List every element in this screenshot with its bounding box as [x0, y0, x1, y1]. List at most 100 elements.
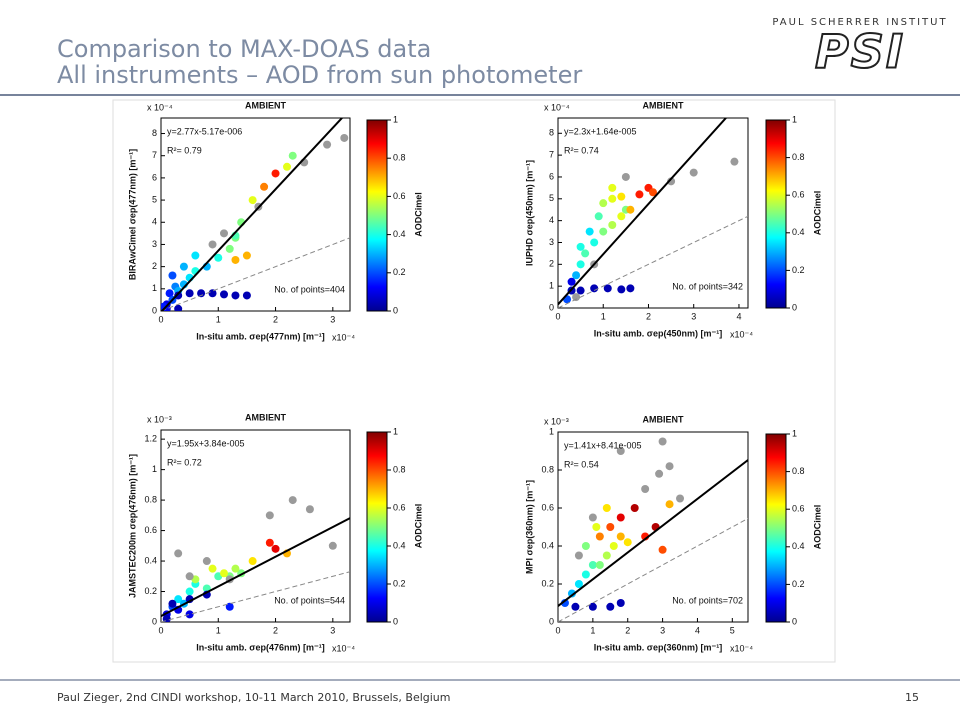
x-label: In-situ amb. σep(477nm) [m⁻¹]: [196, 331, 324, 341]
colorbar-tick-label: 0.4: [393, 540, 406, 550]
y-tick-label: 0.8: [541, 464, 554, 474]
fit-label: y=2.3x+1.64e-005: [564, 126, 637, 136]
point: [608, 194, 617, 203]
y-tick-label: 0: [152, 305, 157, 315]
y-tick-label: 0.6: [541, 502, 554, 512]
x-label: In-situ amb. σep(360nm) [m⁻¹]: [594, 642, 722, 652]
point: [617, 192, 626, 201]
point: [174, 304, 183, 311]
point: [606, 602, 615, 611]
x-tick-label: 2: [273, 314, 278, 324]
y-tick-label: 5: [549, 193, 554, 203]
colorbar-tick-label: 0.6: [393, 191, 406, 201]
fit-line: [161, 118, 344, 311]
point: [667, 177, 676, 186]
colorbar-tick-label: 0.4: [792, 227, 805, 237]
point: [608, 221, 617, 230]
x-tick-label: 2: [646, 311, 651, 321]
y-tick-label: 0.2: [541, 578, 554, 588]
point: [242, 251, 251, 260]
y-tick-label: 6: [152, 172, 157, 182]
point: [590, 284, 599, 293]
x-multiplier: x10⁻⁴: [730, 329, 753, 339]
colorbar-tick-label: 0.6: [393, 502, 406, 512]
point: [162, 614, 171, 622]
fit-label: y=1.41x+8.41e-005: [564, 440, 642, 450]
point: [665, 500, 674, 509]
y-tick-label: 3: [549, 237, 554, 247]
point: [581, 542, 590, 550]
plot-area: [557, 117, 749, 309]
point: [220, 569, 228, 578]
point: [174, 595, 183, 604]
y-tick-label: 1: [549, 426, 554, 436]
reference-line: [161, 237, 350, 311]
point: [603, 284, 612, 293]
x-tick-label: 1: [216, 625, 221, 635]
colorbar-tick-label: 0.8: [792, 466, 805, 476]
point: [595, 532, 604, 541]
point: [617, 285, 626, 294]
point: [658, 545, 667, 554]
fit-line: [558, 118, 728, 306]
reference-line: [558, 518, 748, 622]
logo: PSI: [815, 25, 905, 79]
colorbar: [366, 431, 388, 623]
y-tick-label: 0.4: [144, 555, 157, 565]
point: [730, 157, 739, 166]
chart-title: AMBIENT: [245, 100, 286, 110]
colorbar-tick-label: 0.2: [792, 579, 805, 589]
point: [649, 188, 657, 197]
point: [220, 229, 228, 238]
point: [588, 602, 597, 611]
point: [626, 205, 635, 214]
point: [588, 561, 597, 569]
r2-label: R²= 0.79: [167, 145, 202, 155]
point: [590, 238, 599, 247]
x-multiplier: x10⁻⁴: [730, 643, 753, 653]
colorbar-tick-label: 1: [393, 426, 398, 436]
colorbar-tick-label: 1: [393, 114, 398, 124]
point: [616, 447, 625, 455]
point: [630, 504, 639, 512]
x-tick-label: 4: [695, 625, 700, 635]
point: [635, 190, 644, 199]
point: [185, 289, 194, 298]
y-tick-label: 7: [549, 150, 554, 160]
chart-title: AMBIENT: [245, 412, 286, 422]
y-tick-label: 8: [152, 128, 157, 138]
point: [599, 199, 608, 208]
r2-label: R²= 0.74: [564, 145, 599, 155]
colorbar-tick-label: 0.4: [792, 541, 805, 551]
point: [202, 557, 211, 566]
point: [658, 437, 667, 446]
point: [576, 260, 585, 269]
point: [616, 513, 625, 522]
point: [197, 289, 206, 298]
point: [174, 549, 183, 558]
point: [260, 182, 269, 191]
point: [602, 504, 611, 512]
colorbar-tick-label: 0.8: [393, 464, 406, 474]
point: [689, 168, 698, 177]
point: [185, 572, 194, 581]
point: [609, 542, 618, 550]
y-tick-label: 6: [549, 171, 554, 181]
point: [185, 610, 194, 619]
point: [617, 212, 626, 221]
point: [231, 255, 240, 264]
point: [608, 183, 617, 192]
colorbar-tick-label: 1: [792, 114, 797, 124]
colorbar-tick-label: 0: [792, 616, 797, 626]
colorbar-tick-label: 0: [792, 302, 797, 312]
point: [231, 564, 240, 573]
logo-org: PAUL SCHERRER INSTITUT: [772, 17, 947, 28]
colorbar-tick-label: 1: [792, 428, 797, 438]
r2-label: R²= 0.54: [564, 459, 599, 469]
point: [574, 580, 583, 588]
x-label: In-situ amb. σep(476nm) [m⁻¹]: [196, 642, 324, 652]
point: [340, 133, 349, 142]
colorbar: [765, 119, 787, 309]
point: [185, 587, 194, 596]
